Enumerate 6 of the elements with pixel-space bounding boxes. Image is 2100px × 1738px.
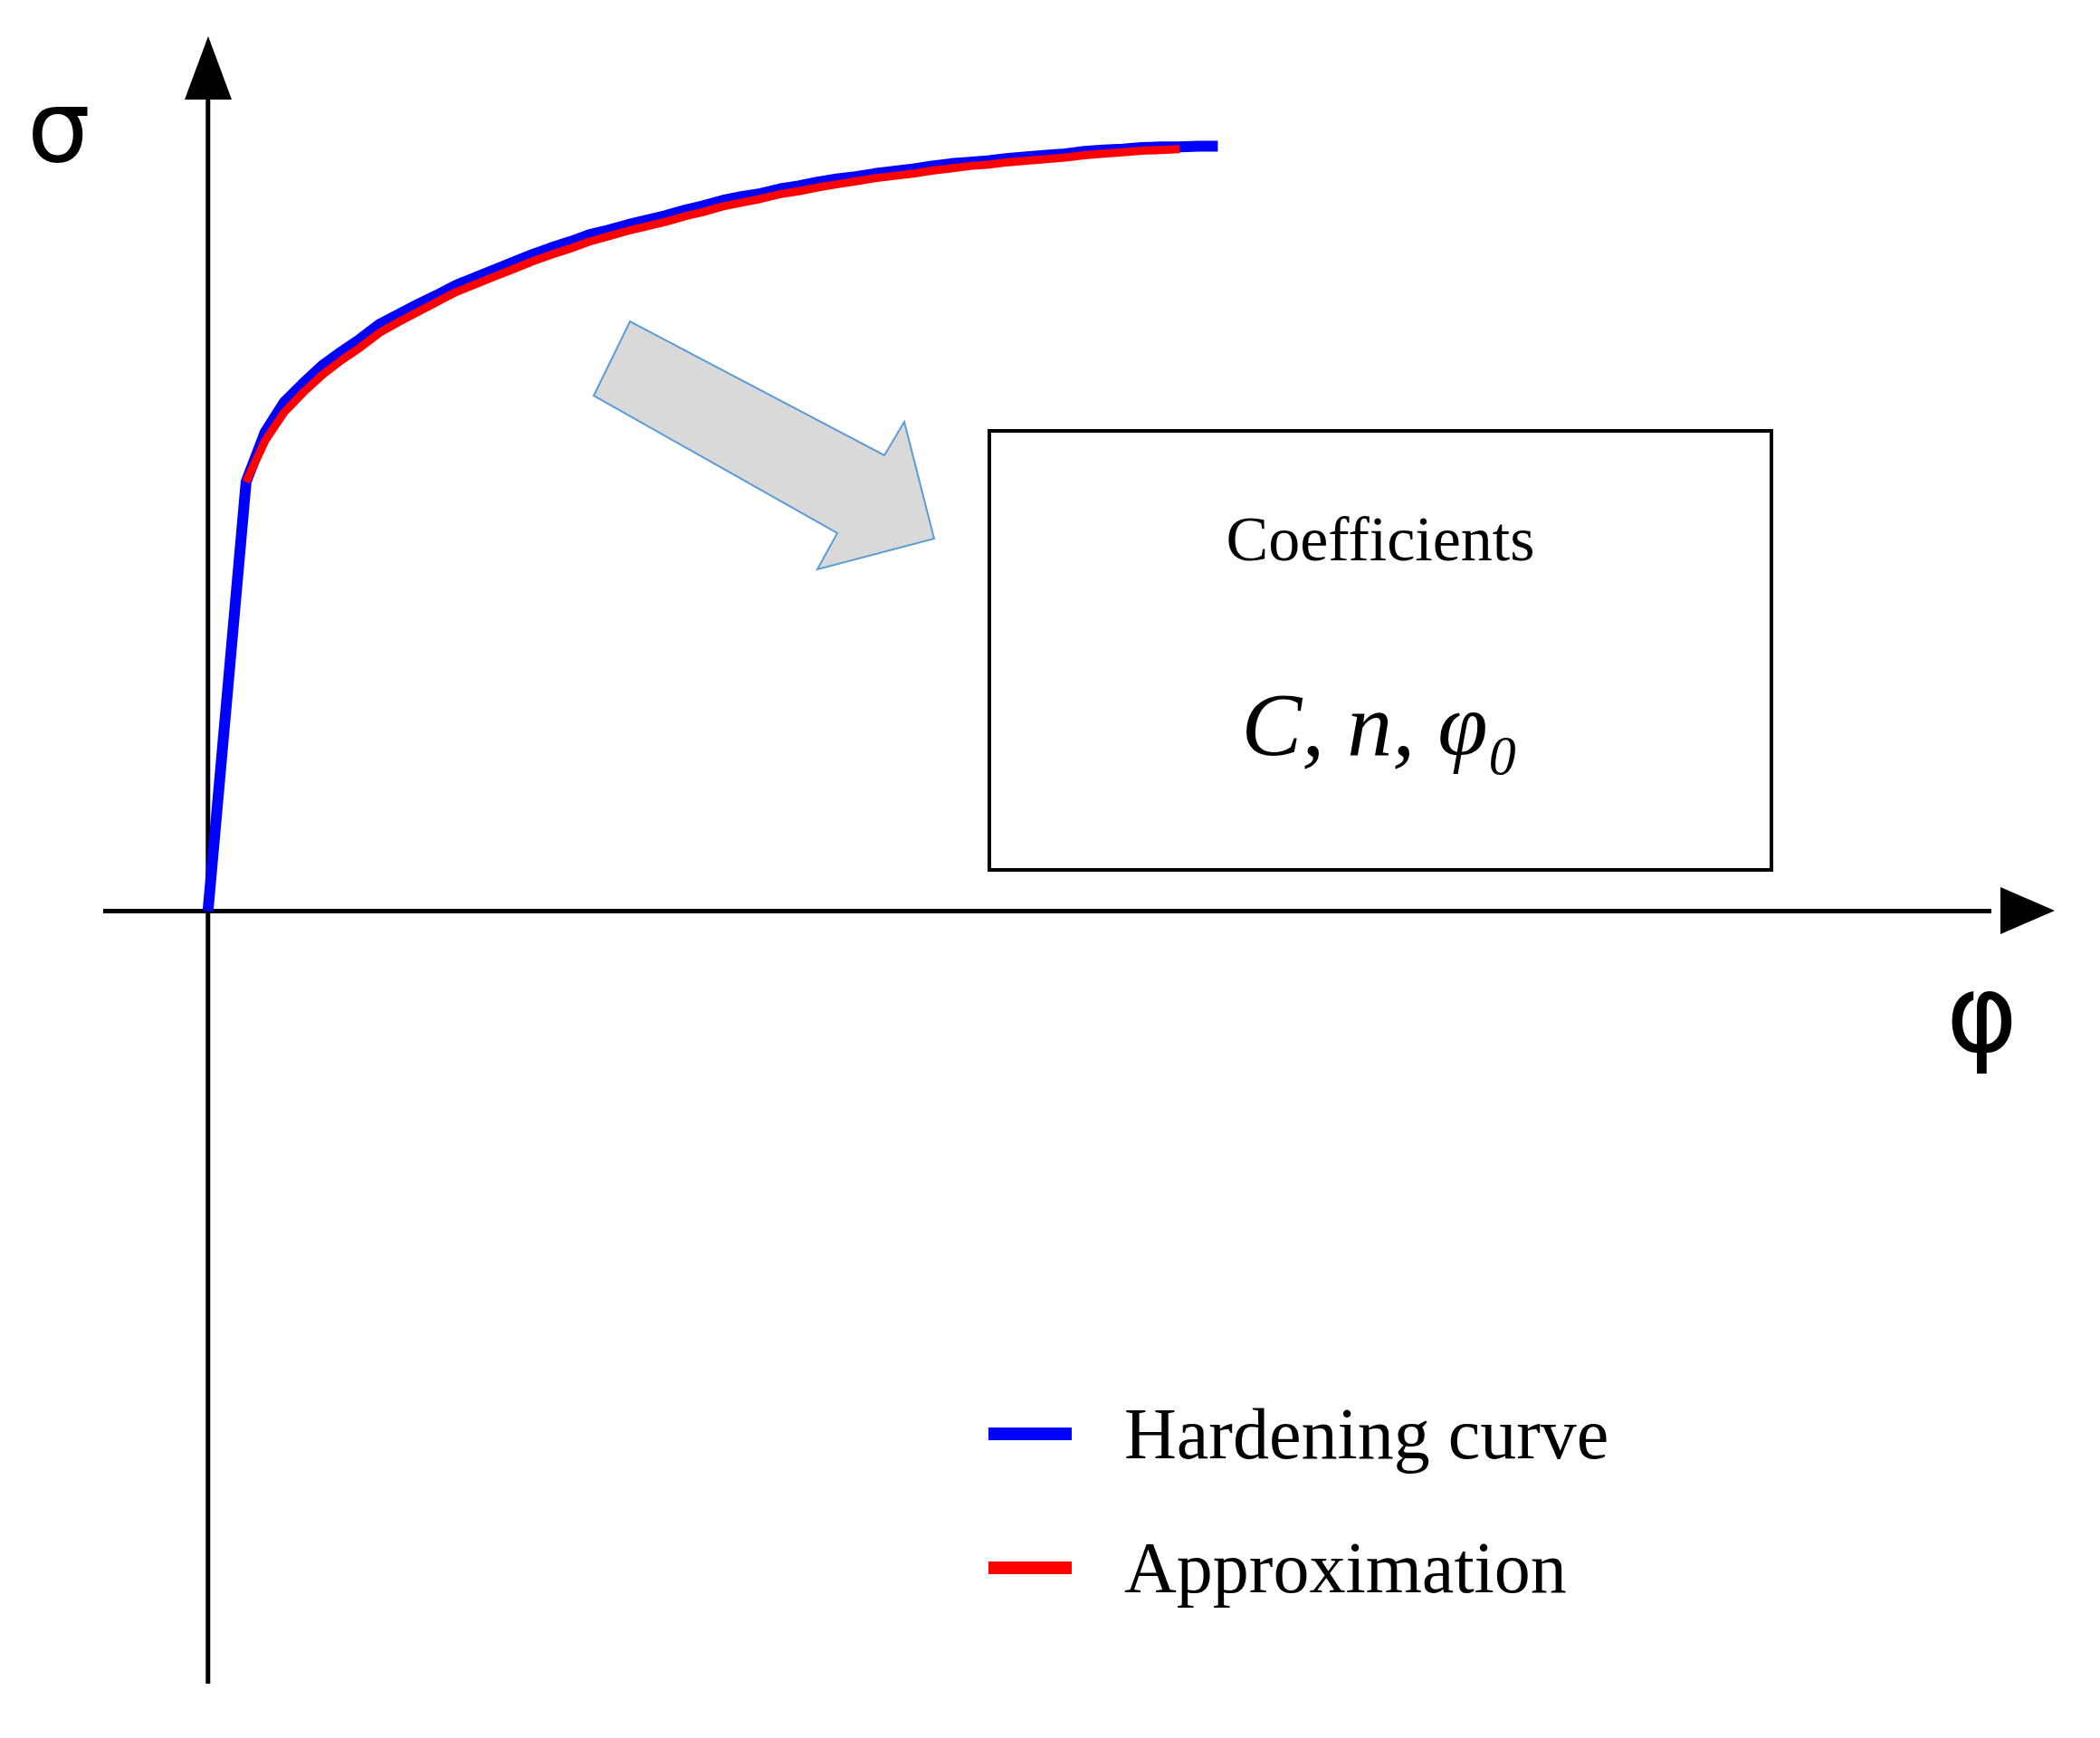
legend-label: Approximation [1124,1526,1567,1609]
legend-label: Hardening curve [1124,1392,1609,1475]
annotation: Coefficients [1225,503,1536,576]
annotation: C, n, φ₀ [1240,673,1521,777]
x-axis-title: φ [1946,950,2019,1076]
y-axis-title: σ [27,69,91,185]
